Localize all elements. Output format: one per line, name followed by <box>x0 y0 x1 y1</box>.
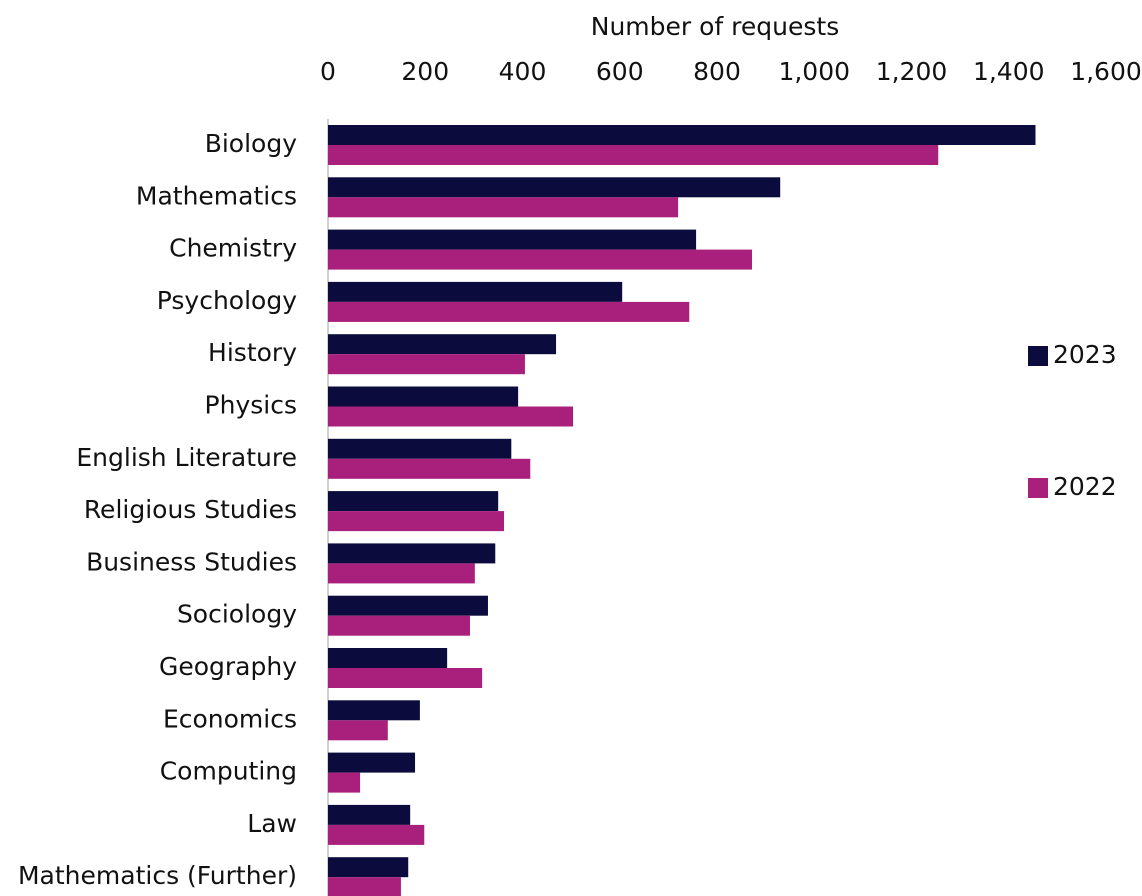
legend-label: 2023 <box>1053 340 1117 369</box>
bar <box>328 197 679 218</box>
bar <box>328 354 525 375</box>
bar <box>328 334 557 355</box>
bar <box>328 857 409 878</box>
bar <box>328 595 488 616</box>
y-tick-label: Mathematics (Further) <box>18 861 297 890</box>
bar <box>328 700 420 721</box>
x-tick-label: 0 <box>320 57 336 86</box>
bar <box>328 563 475 584</box>
bar <box>328 648 448 668</box>
x-tick-label: 1,600 <box>1070 57 1142 86</box>
y-tick-label: Psychology <box>157 286 297 315</box>
x-tick-label: 1,400 <box>973 57 1045 86</box>
y-tick-label: Economics <box>163 704 297 733</box>
bar <box>328 877 401 896</box>
y-tick-label: Biology <box>205 129 298 158</box>
bar <box>328 804 411 825</box>
x-tick-label: 400 <box>499 57 547 86</box>
bar <box>328 491 499 512</box>
x-tick-label: 600 <box>596 57 644 86</box>
bar <box>328 824 425 845</box>
x-axis-title: Number of requests <box>591 12 839 41</box>
y-tick-label: Law <box>247 809 297 838</box>
legend-swatch <box>1028 346 1048 366</box>
bar <box>328 438 512 459</box>
bar <box>328 386 519 407</box>
y-tick-label: History <box>208 338 297 367</box>
y-tick-label: Physics <box>205 391 297 420</box>
bar <box>328 615 470 636</box>
y-tick-label: Chemistry <box>169 234 297 263</box>
x-tick-label: 800 <box>693 57 741 86</box>
bar <box>328 406 574 427</box>
bar <box>328 145 939 165</box>
bar <box>328 229 697 250</box>
bar <box>328 772 361 793</box>
bar <box>328 281 623 302</box>
legend-swatch <box>1028 478 1048 498</box>
bar <box>328 720 388 741</box>
bar <box>328 177 781 198</box>
bar <box>328 301 690 322</box>
y-tick-label: English Literature <box>76 443 297 472</box>
bar <box>328 543 496 564</box>
y-tick-label: Mathematics <box>136 181 297 210</box>
y-tick-label: Geography <box>159 652 297 681</box>
y-tick-label: Business Studies <box>86 547 297 576</box>
x-tick-label: 1,200 <box>876 57 948 86</box>
y-tick-label: Sociology <box>177 600 297 629</box>
y-tick-label: Religious Studies <box>84 495 297 524</box>
bar <box>328 752 416 773</box>
y-tick-label: Computing <box>160 757 297 786</box>
x-tick-label: 200 <box>401 57 449 86</box>
x-tick-label: 1,000 <box>778 57 850 86</box>
bar <box>328 511 505 532</box>
bar <box>328 668 483 688</box>
bar <box>328 249 753 270</box>
bar <box>328 458 531 479</box>
bar <box>328 125 1036 145</box>
legend-label: 2022 <box>1053 472 1117 501</box>
